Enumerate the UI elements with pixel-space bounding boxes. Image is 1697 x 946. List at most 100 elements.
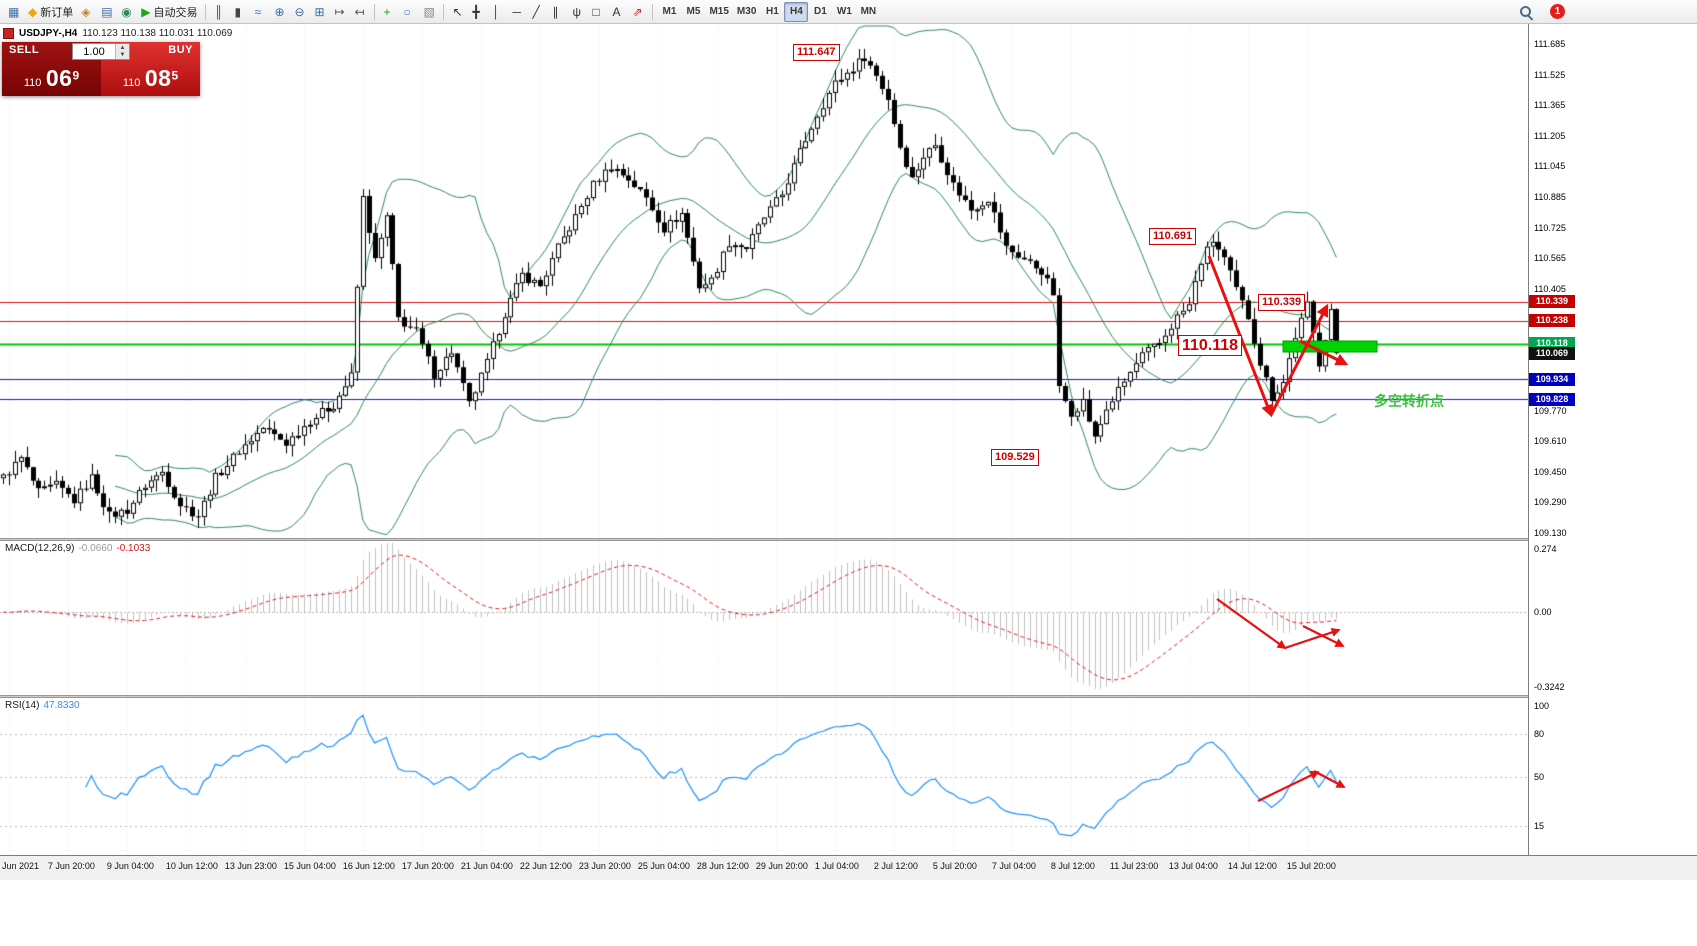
price-level-flag[interactable]: 109.934 xyxy=(1529,373,1575,386)
volume-down-button[interactable]: ▼ xyxy=(116,51,129,59)
tf-m1-label: M1 xyxy=(662,6,677,17)
tf-mn[interactable]: MN xyxy=(856,2,880,22)
vertical-line-button[interactable]: │ xyxy=(488,2,508,22)
new-chart-button[interactable]: ▦ xyxy=(4,2,24,22)
rsi-indicator-canvas[interactable] xyxy=(0,698,1528,855)
zoom-in-button[interactable]: ⊕ xyxy=(270,2,290,22)
price-axis-tick: 109.290 xyxy=(1534,497,1567,507)
text-button[interactable]: A xyxy=(608,2,628,22)
profiles-button[interactable]: ◈ xyxy=(77,2,97,22)
price-level-flag[interactable]: 110.118 xyxy=(1529,337,1575,350)
tf-d1-label: D1 xyxy=(813,6,827,17)
tf-m15[interactable]: M15 xyxy=(705,2,732,22)
time-axis-label: 21 Jun 04:00 xyxy=(460,861,513,871)
toolbar-separator xyxy=(205,3,207,20)
rsi-label: RSI(14) 47.8330 xyxy=(5,700,80,711)
price-axis-tick: 109.770 xyxy=(1534,406,1567,416)
chart-ohlc-values: 110.123 110.138 110.031 110.069 xyxy=(82,27,233,39)
crosshair-button[interactable]: ╋ xyxy=(468,2,488,22)
arrow-tools-button[interactable]: ⇗ xyxy=(628,2,648,22)
rsi-axis-tick: 15 xyxy=(1534,821,1545,831)
tf-h1-label: H1 xyxy=(765,6,779,17)
new-order-button-label: 新订单 xyxy=(40,6,74,19)
buy-label: BUY xyxy=(168,44,193,56)
macd-indicator-canvas[interactable] xyxy=(0,541,1528,695)
data-window-button[interactable]: ▤ xyxy=(97,2,117,22)
new-order-button[interactable]: ◆ 新订单 xyxy=(24,2,77,22)
price-axis-tick: 109.450 xyxy=(1534,467,1567,477)
channel-icon: ∥ xyxy=(552,4,559,19)
rsi-panel-splitter[interactable] xyxy=(0,695,1697,698)
time-axis-label: Jun 2021 xyxy=(2,861,40,871)
crosshair-icon: ╋ xyxy=(472,4,480,19)
auto-scroll-button[interactable]: ↦ xyxy=(330,2,350,22)
tf-m30[interactable]: M30 xyxy=(733,2,760,22)
tile-windows-button[interactable]: ⊞ xyxy=(310,2,330,22)
swing-high-callout[interactable]: 111.647 xyxy=(793,44,840,61)
price-axis-tick: 109.610 xyxy=(1534,436,1567,446)
shapes-button[interactable]: □ xyxy=(588,2,608,22)
fibonacci-button[interactable]: ψ xyxy=(568,2,588,22)
time-axis-label: 5 Jul 20:00 xyxy=(932,861,977,871)
tf-w1[interactable]: W1 xyxy=(832,2,856,22)
volume-input[interactable] xyxy=(73,44,115,59)
tf-m5[interactable]: M5 xyxy=(681,2,705,22)
time-axis-label: 10 Jun 12:00 xyxy=(165,861,218,871)
price-level-flag[interactable]: 110.238 xyxy=(1529,314,1575,327)
tf-h4[interactable]: H4 xyxy=(784,1,809,22)
channel-button[interactable]: ∥ xyxy=(548,2,568,22)
bars-button[interactable]: ║ xyxy=(210,2,230,22)
swing-low-callout[interactable]: 109.529 xyxy=(991,449,1039,466)
macd-panel-splitter[interactable] xyxy=(0,538,1697,541)
price-axis[interactable]: 111.685 111.525 111.365 111.205 111.045 110.8… xyxy=(1528,24,1697,855)
tf-d1[interactable]: D1 xyxy=(808,2,832,22)
main-chart-canvas[interactable] xyxy=(0,24,1528,538)
time-axis[interactable]: Jun 2021 7 Jun 20:00 9 Jun 04:00 10 Jun 12:… xyxy=(0,855,1697,880)
tf-h1[interactable]: H1 xyxy=(760,2,784,22)
chart-shift-button[interactable]: ↤ xyxy=(350,2,370,22)
price-axis-tick: 111.685 xyxy=(1534,39,1566,49)
macd-axis-tick: -0.3242 xyxy=(1534,682,1565,692)
indicators-button[interactable]: + xyxy=(379,2,399,22)
recent-high-callout[interactable]: 110.691 xyxy=(1149,228,1197,245)
buy-price: 110 085 xyxy=(122,65,179,91)
strategy-tester-button[interactable]: ◉ xyxy=(117,2,137,22)
rsi-axis-tick: 80 xyxy=(1534,729,1545,739)
tf-m5-label: M5 xyxy=(686,6,701,17)
line-chart-button[interactable]: ≈ xyxy=(250,2,270,22)
turning-point-note[interactable]: 多空转折点 xyxy=(1374,393,1444,409)
resistance-callout[interactable]: 110.339 xyxy=(1258,294,1306,311)
horizontal-line-button[interactable]: ─ xyxy=(508,2,528,22)
cursor-button[interactable]: ↖ xyxy=(448,2,468,22)
current-price-flag: 110.069 xyxy=(1529,347,1575,360)
chart-region: USDJPY-,H4 110.123 110.138 110.031 110.0… xyxy=(0,24,1697,946)
templates-button[interactable]: ▧ xyxy=(419,2,439,22)
volume-up-button[interactable]: ▲ xyxy=(116,44,129,52)
chart-tab[interactable]: USDJPY-,H4 110.123 110.138 110.031 110.0… xyxy=(3,26,232,40)
toolbar-right-group: 1 xyxy=(1518,4,1565,20)
tf-m1[interactable]: M1 xyxy=(657,2,681,22)
text-icon: A xyxy=(612,4,621,19)
notification-badge[interactable]: 1 xyxy=(1550,4,1565,19)
pivot-callout[interactable]: 110.118 xyxy=(1178,335,1243,356)
trendline-button[interactable]: ╱ xyxy=(528,2,548,22)
macd-main-value: -0.0660 xyxy=(78,543,113,554)
price-level-flag[interactable]: 109.828 xyxy=(1529,393,1575,406)
price-axis-tick: 111.365 xyxy=(1534,100,1566,110)
zoom-out-button[interactable]: ⊖ xyxy=(290,2,310,22)
profiles-icon: ◈ xyxy=(81,4,91,19)
time-axis-label: 15 Jul 20:00 xyxy=(1286,861,1336,871)
tf-m15-label: M15 xyxy=(709,6,729,17)
periods-button[interactable]: ○ xyxy=(399,2,419,22)
candles-button[interactable]: ▮ xyxy=(230,2,250,22)
search-icon[interactable] xyxy=(1518,4,1534,20)
price-level-flag[interactable]: 110.339 xyxy=(1529,295,1575,308)
zoom-out-icon: ⊖ xyxy=(294,4,305,19)
volume-stepper: ▲ ▼ xyxy=(115,44,129,59)
trendline-icon: ╱ xyxy=(532,4,540,19)
toolbar: ▦ ◆ 新订单 ◈ ▤ ◉ ▶ 自动交易 ║ ▮ ≈ ⊕ ⊖ ⊞ ↦ ↤ + ○ ▧ ↖ ╋ │ ─ ╱ ∥ ψ □ A ⇗ M1 M5 M1… xyxy=(0,0,1697,24)
data-window-icon: ▤ xyxy=(101,4,113,19)
autotrade-button[interactable]: ▶ 自动交易 xyxy=(137,2,201,22)
autotrade-button-label: 自动交易 xyxy=(153,6,198,19)
candles-icon: ▮ xyxy=(234,4,242,19)
